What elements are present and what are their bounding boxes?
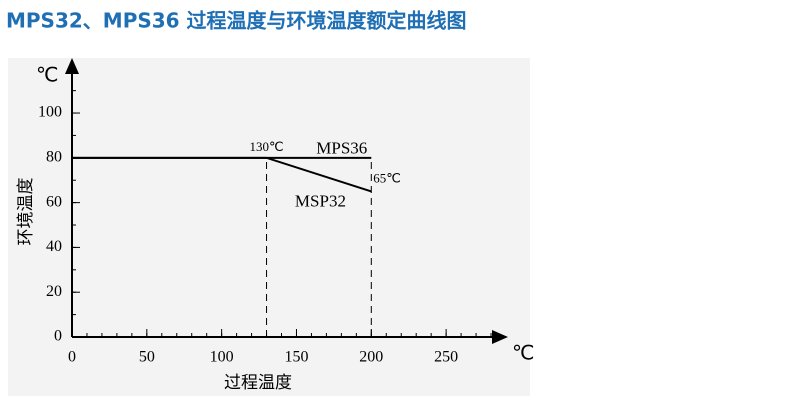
y-arrow — [65, 58, 79, 74]
chart-title: MPS32、MPS36 过程温度与环境温度额定曲线图 — [6, 9, 467, 33]
y-tick-label: 60 — [46, 193, 62, 210]
x-tick-label: 50 — [139, 349, 155, 366]
x-tick-label: 200 — [359, 349, 383, 366]
series-label: MSP32 — [295, 192, 346, 211]
x-arrow — [492, 330, 508, 344]
y-axis-label: 环境温度 — [16, 178, 36, 246]
annotation: 130℃ — [249, 139, 283, 154]
x-axis-label: 过程温度 — [224, 373, 292, 393]
x-tick-label: 150 — [284, 349, 308, 366]
series-line — [72, 156, 372, 193]
y-tick-label: 40 — [46, 238, 62, 255]
y-tick-label: 100 — [38, 104, 62, 121]
x-unit: ℃ — [512, 341, 534, 365]
y-unit: ℃ — [36, 63, 58, 87]
y-tick-label: 80 — [46, 148, 62, 165]
y-tick-label: 0 — [54, 328, 62, 345]
x-tick-label: 100 — [210, 349, 234, 366]
series-label: MPS36 — [316, 139, 367, 158]
annotation: 65℃ — [373, 170, 401, 185]
x-tick-label: 250 — [434, 349, 458, 366]
plot-background — [8, 58, 530, 396]
x-tick-label: 0 — [68, 349, 76, 366]
y-tick-label: 20 — [46, 283, 62, 300]
